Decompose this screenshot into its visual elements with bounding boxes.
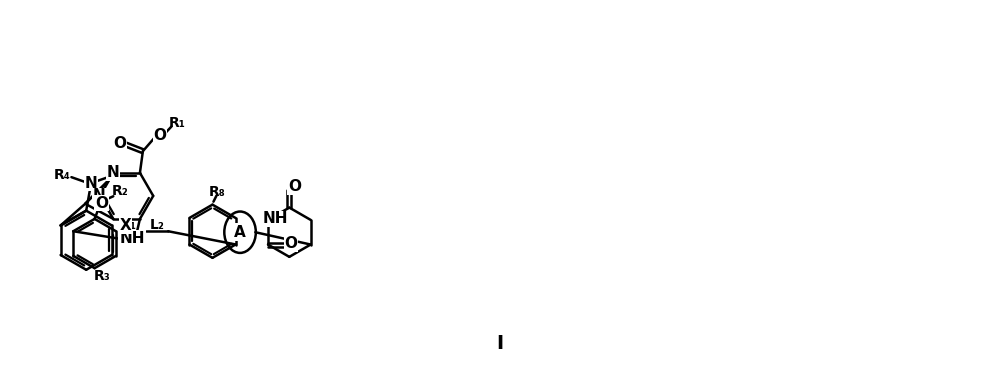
Text: N: N [93, 188, 105, 203]
Text: R₄: R₄ [54, 168, 71, 182]
Text: O: O [113, 136, 126, 151]
Text: N: N [85, 176, 98, 191]
Text: X: X [120, 218, 132, 233]
Text: R₈: R₈ [209, 185, 226, 199]
Text: L₁: L₁ [122, 218, 137, 232]
Text: R₂: R₂ [112, 184, 129, 198]
Text: I: I [496, 334, 504, 353]
Text: R₁: R₁ [169, 116, 186, 130]
Text: O: O [154, 128, 167, 143]
Text: N: N [107, 165, 120, 180]
Text: O: O [288, 179, 301, 194]
Text: A: A [234, 225, 246, 240]
Text: O: O [95, 196, 108, 211]
Text: NH: NH [262, 211, 288, 226]
Text: NH: NH [119, 231, 145, 246]
Text: L₂: L₂ [150, 218, 165, 232]
Text: R₃: R₃ [94, 269, 111, 283]
Text: O: O [285, 236, 298, 251]
